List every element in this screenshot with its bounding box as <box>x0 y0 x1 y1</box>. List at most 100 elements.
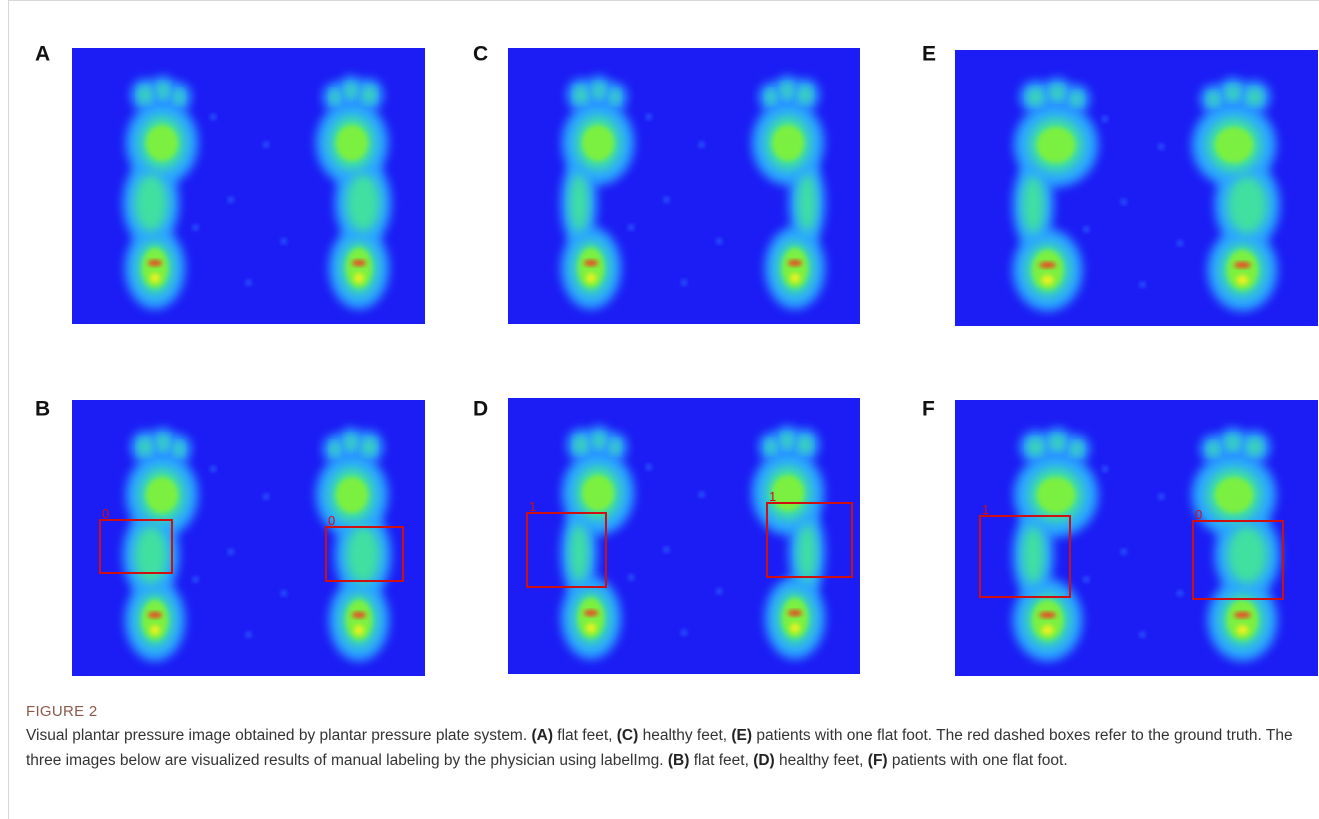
pressure-mid <box>798 175 816 232</box>
pressure-mid <box>1071 93 1082 105</box>
figure-label: FIGURE 2 <box>26 703 98 720</box>
caption-text: Visual plantar pressure image obtained b… <box>26 727 531 744</box>
noise-dot <box>1121 549 1127 555</box>
pressure-mid <box>799 438 811 453</box>
caption-text: flat feet, <box>553 727 617 744</box>
pressure-mid <box>799 88 811 103</box>
pressure-peak <box>1042 275 1054 285</box>
noise-dot <box>628 574 634 580</box>
pressure-high <box>1215 127 1253 163</box>
noise-dot <box>246 632 252 638</box>
panel: B00 <box>35 398 425 676</box>
pressure-peak <box>790 273 800 283</box>
noise-dot <box>281 590 287 596</box>
box-label: 1 <box>529 499 536 514</box>
pressure-mid <box>798 525 816 582</box>
pressure-peak <box>352 612 366 618</box>
box-label: 1 <box>982 502 989 517</box>
panel-label: A <box>35 43 50 66</box>
noise-dot <box>1140 282 1146 288</box>
pressure-mid <box>1227 436 1240 450</box>
caption: Visual plantar pressure image obtained b… <box>26 724 1301 773</box>
pressure-mid <box>1247 90 1261 105</box>
noise-dot <box>1102 466 1108 472</box>
panel: D11 <box>473 398 860 674</box>
caption-ref: (D) <box>753 752 775 769</box>
noise-dot <box>646 464 652 470</box>
caption-ref: (F) <box>868 752 888 769</box>
pressure-mid <box>1208 93 1219 105</box>
pressure-mid <box>611 441 620 453</box>
pressure-mid <box>135 175 168 232</box>
caption-text: flat feet, <box>689 752 753 769</box>
pressure-mid <box>1051 436 1064 450</box>
pressure-high <box>1215 477 1253 513</box>
pressure-mid <box>331 91 340 103</box>
pressure-mid <box>158 84 169 98</box>
pressure-peak <box>352 260 366 266</box>
noise-dot <box>699 492 705 498</box>
pressure-mid <box>1022 527 1044 584</box>
caption-ref: (A) <box>531 727 553 744</box>
pressure-mid <box>1071 443 1082 455</box>
pressure-mid <box>767 441 776 453</box>
pressure-mid <box>575 438 587 453</box>
pressure-peak <box>354 273 364 283</box>
noise-dot <box>716 588 722 594</box>
pressure-peak <box>788 260 802 266</box>
noise-dot <box>193 576 199 582</box>
pressure-mid <box>1028 440 1042 455</box>
noise-dot <box>1083 576 1089 582</box>
pressure-high <box>582 125 614 161</box>
pressure-mid <box>135 527 168 584</box>
pressure-high <box>772 475 804 511</box>
noise-dot <box>1177 590 1183 596</box>
pressure-mid <box>331 443 340 455</box>
panel-label: D <box>473 398 488 421</box>
panel-label: E <box>922 43 936 66</box>
noise-dot <box>1158 494 1164 500</box>
pressure-mid <box>1028 90 1042 105</box>
box-label: 0 <box>102 506 109 521</box>
pressure-peak <box>150 273 160 283</box>
pressure-mid <box>1051 86 1064 100</box>
noise-dot <box>228 549 234 555</box>
pressure-mid <box>347 175 380 232</box>
pressure-mid <box>363 88 375 103</box>
pressure-peak <box>584 260 598 266</box>
pressure-mid <box>570 525 588 582</box>
pressure-mid <box>139 440 151 455</box>
noise-dot <box>1140 632 1146 638</box>
pressure-mid <box>1247 440 1261 455</box>
panel-label: F <box>922 398 935 421</box>
noise-dot <box>1121 199 1127 205</box>
noise-dot <box>1083 226 1089 232</box>
pressure-peak <box>148 260 162 266</box>
pressure-mid <box>767 91 776 103</box>
noise-dot <box>681 630 687 636</box>
pressure-peak <box>788 610 802 616</box>
noise-dot <box>1158 144 1164 150</box>
pressure-peak <box>150 625 160 635</box>
noise-dot <box>1102 116 1108 122</box>
noise-dot <box>263 142 269 148</box>
pressure-mid <box>363 440 375 455</box>
pressure-peak <box>1236 275 1248 285</box>
noise-dot <box>663 547 669 553</box>
box-label: 0 <box>1195 507 1202 522</box>
pressure-mid <box>139 88 151 103</box>
pressure-mid <box>594 84 605 98</box>
pressure-mid <box>175 91 184 103</box>
panel: A <box>35 43 425 324</box>
panel: E <box>922 43 1319 326</box>
noise-dot <box>646 114 652 120</box>
pressure-peak <box>790 623 800 633</box>
noise-dot <box>193 224 199 230</box>
noise-dot <box>246 280 252 286</box>
pressure-high <box>1037 477 1075 513</box>
caption-ref: (E) <box>731 727 752 744</box>
panel: F 1 0 <box>922 398 1319 676</box>
pressure-mid <box>347 527 380 584</box>
caption-ref: (C) <box>617 727 639 744</box>
noise-dot <box>210 466 216 472</box>
